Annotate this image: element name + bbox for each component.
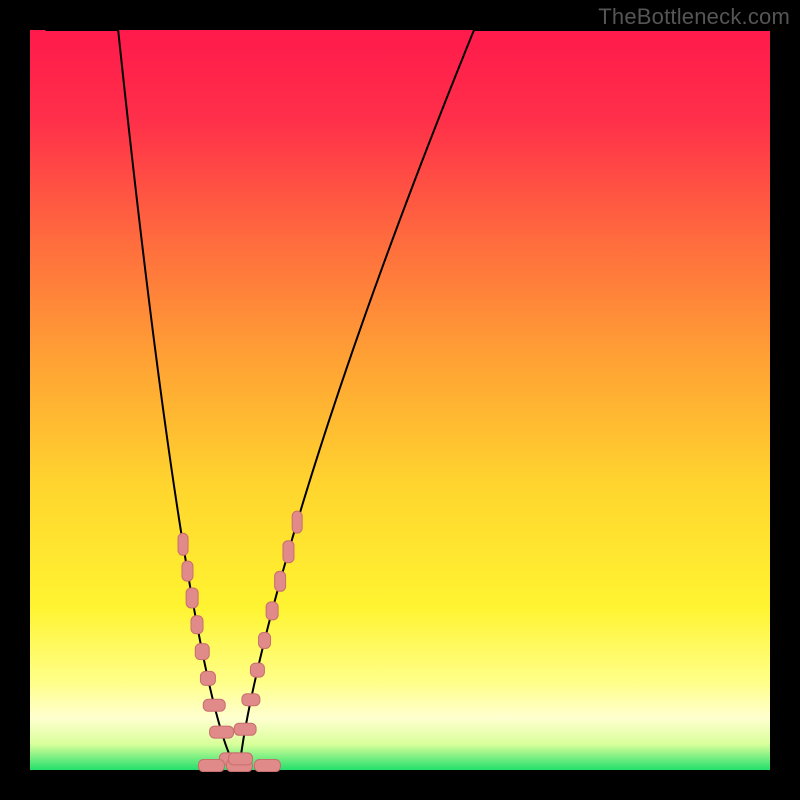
- curve-marker: [266, 602, 278, 620]
- curve-marker: [195, 644, 209, 660]
- curve-marker: [234, 723, 256, 735]
- curve-marker: [186, 588, 198, 608]
- curve-marker: [182, 561, 193, 581]
- chart-root: TheBottleneck.com: [0, 0, 800, 800]
- curve-marker: [292, 511, 302, 533]
- curve-marker: [254, 760, 280, 772]
- curve-marker: [210, 726, 234, 738]
- chart-svg: [0, 0, 800, 800]
- curve-marker: [250, 663, 264, 677]
- curve-marker: [203, 699, 225, 711]
- curve-marker: [191, 616, 203, 634]
- curve-marker: [229, 753, 253, 765]
- curve-marker: [259, 633, 271, 649]
- curve-marker: [178, 533, 188, 555]
- curve-marker: [198, 760, 224, 772]
- curve-marker: [200, 671, 215, 685]
- curve-marker: [283, 541, 294, 563]
- curve-marker: [242, 694, 260, 706]
- curve-marker: [275, 571, 286, 591]
